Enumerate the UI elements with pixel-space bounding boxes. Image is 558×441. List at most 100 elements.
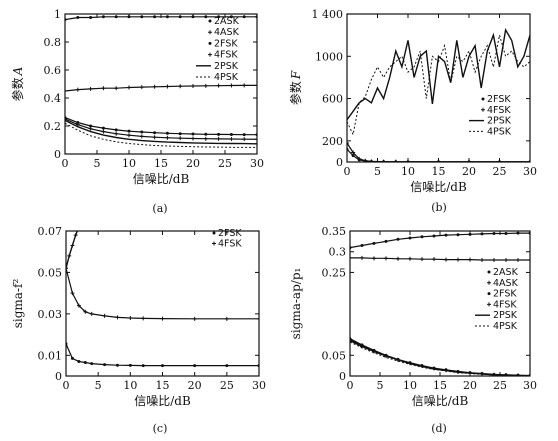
legend-label: 4FSK bbox=[214, 50, 238, 61]
series-point-2fsk bbox=[229, 133, 233, 137]
series-point-upper bbox=[66, 266, 68, 271]
series-point-4ask bbox=[372, 256, 376, 261]
plot-frame bbox=[65, 230, 260, 377]
series-group bbox=[350, 231, 530, 376]
series-group bbox=[66, 231, 259, 368]
series-point-2fsk bbox=[66, 342, 68, 346]
series-point-4fsk bbox=[139, 134, 144, 139]
x-tick-label: 30 bbox=[252, 379, 266, 392]
series-point-4ask bbox=[127, 85, 131, 90]
y-tick-label: 0.03 bbox=[38, 308, 63, 321]
series-point-upper bbox=[70, 243, 75, 248]
x-tick-label: 10 bbox=[123, 379, 137, 392]
legend-swatch bbox=[481, 107, 485, 112]
series-point-2fsk bbox=[90, 362, 94, 366]
x-tick-label: 10 bbox=[401, 165, 415, 178]
series-point-4ask bbox=[255, 83, 257, 88]
series-point-4fsk bbox=[242, 137, 247, 142]
x-tick-label: 20 bbox=[462, 165, 476, 178]
series-point-2fsk bbox=[77, 360, 81, 363]
series-point-2ask bbox=[165, 15, 169, 19]
legend-label: 4ASK bbox=[493, 278, 519, 289]
series-point-4fsk bbox=[76, 303, 81, 308]
series-point-4ask bbox=[420, 257, 424, 262]
series-point-4ask bbox=[216, 83, 221, 88]
x-axis-label: 信噪比/dB bbox=[133, 172, 190, 186]
chart-panel-1: 0 5 10 15 20 25 30 0 0.2 0.4 0.6 0.8 1 2ASK4ASK2FSK4F… bbox=[10, 8, 264, 215]
series-point-2fsk bbox=[161, 364, 164, 368]
series-point-2ask bbox=[384, 239, 388, 243]
series-point-4fsk bbox=[229, 137, 234, 142]
series-point-4ask bbox=[396, 256, 400, 261]
series-point-4fsk bbox=[152, 135, 157, 140]
y-tick-label: 0 bbox=[336, 156, 343, 169]
series-point-4ask bbox=[444, 257, 448, 262]
series-point-2fsk bbox=[204, 132, 208, 136]
series-line-4psk bbox=[347, 34, 530, 137]
y-tick-label: 1 bbox=[54, 8, 61, 21]
series-point-4ask bbox=[242, 83, 247, 88]
series-point-4fsk bbox=[101, 129, 106, 134]
series-point-2ask bbox=[76, 16, 80, 19]
legend-label: 2FSK bbox=[218, 228, 242, 239]
series-point-4ask bbox=[165, 84, 170, 89]
legend-label: 4PSK bbox=[487, 126, 512, 137]
series-point-4ask bbox=[65, 89, 67, 93]
series-point-2ask bbox=[242, 15, 246, 19]
legend-label: 2PSK bbox=[214, 61, 239, 72]
series-point-2ask bbox=[229, 15, 233, 19]
series-point-2ask bbox=[456, 233, 460, 237]
chart-panel-2: 0 5 10 15 20 25 30 0 200 600 1000 1 400 2FSK4FSK2PSK… bbox=[288, 8, 537, 214]
series-point-4fsk bbox=[165, 135, 170, 140]
legend-swatch bbox=[212, 241, 216, 246]
series-point-2fsk bbox=[115, 363, 119, 367]
series-point-4ask bbox=[504, 258, 508, 262]
x-tick-label: 30 bbox=[523, 165, 537, 178]
series-line-2ask bbox=[65, 16, 257, 21]
series-point-4fsk bbox=[467, 159, 471, 162]
series-point-4fsk bbox=[178, 136, 183, 141]
legend-swatch bbox=[212, 231, 216, 235]
x-axis-label: 信噪比/dB bbox=[412, 394, 469, 408]
chart-panel-4: 0 5 10 15 20 25 30 0 0.05 0.25 0.3 0.35 2ASK4ASK2FSK… bbox=[289, 225, 537, 435]
y-tick-label: 0.35 bbox=[322, 225, 347, 238]
y-axis-label-symbol: F bbox=[289, 70, 303, 80]
series-point-4fsk bbox=[224, 316, 229, 321]
series-line-2ask bbox=[350, 232, 530, 249]
series-point-2fsk bbox=[217, 132, 221, 136]
legend-swatch bbox=[208, 52, 212, 57]
series-point-2ask bbox=[127, 15, 131, 19]
series-point-4ask bbox=[178, 84, 183, 89]
series-point-2fsk bbox=[178, 132, 182, 136]
series-line-2psk bbox=[347, 27, 530, 121]
series-point-4fsk bbox=[203, 136, 208, 141]
x-tick-label: 25 bbox=[493, 379, 507, 392]
legend-label: 2PSK bbox=[493, 310, 518, 321]
series-point-4fsk bbox=[528, 159, 530, 162]
x-tick-label: 20 bbox=[463, 379, 477, 392]
x-tick-label: 5 bbox=[374, 165, 381, 178]
series-point-2fsk bbox=[89, 124, 93, 128]
series-line-4ask bbox=[65, 84, 257, 92]
series-line-4psk bbox=[350, 341, 530, 376]
x-tick-label: 15 bbox=[156, 379, 170, 392]
series-point-4fsk bbox=[127, 133, 131, 138]
series-point-2ask bbox=[191, 15, 195, 19]
series-point-4ask bbox=[384, 256, 388, 261]
panel-caption: (c) bbox=[153, 422, 168, 435]
series-point-4fsk bbox=[393, 159, 398, 162]
series-point-2ask bbox=[101, 15, 105, 19]
series-point-4fsk bbox=[88, 126, 93, 131]
x-tick-label: 25 bbox=[218, 157, 232, 170]
series-point-4fsk bbox=[255, 137, 257, 142]
series-point-4ask bbox=[528, 258, 530, 262]
series-point-4fsk bbox=[347, 140, 349, 145]
x-tick-label: 30 bbox=[523, 379, 537, 392]
series-point-2ask bbox=[372, 241, 376, 245]
x-tick-label: 5 bbox=[94, 157, 101, 170]
x-tick-label: 15 bbox=[154, 157, 168, 170]
series-point-4fsk bbox=[141, 316, 146, 321]
y-tick-label: 0 bbox=[55, 370, 62, 383]
series-point-4fsk bbox=[89, 311, 94, 316]
series-point-4ask bbox=[203, 83, 208, 88]
